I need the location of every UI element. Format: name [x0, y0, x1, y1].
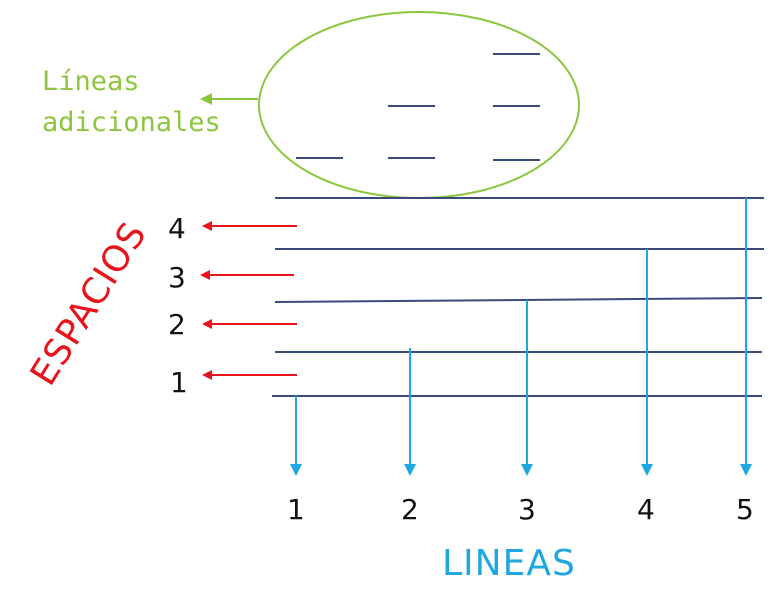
lines-title: LINEAS — [442, 543, 576, 584]
line-number-1: 1 — [287, 493, 305, 526]
ledger-label-line2: adicionales — [42, 107, 221, 138]
spaces-title: ESPACIOS — [23, 215, 155, 393]
space-number-1: 1 — [170, 366, 188, 399]
line-number-3: 3 — [518, 493, 536, 526]
space-number-4: 4 — [168, 212, 186, 245]
line-arrows — [290, 198, 752, 476]
space-number-2: 2 — [168, 308, 186, 341]
space-numbers: 4 3 2 1 — [168, 212, 188, 399]
ledger-lines-group: Líneas adicionales — [42, 11, 580, 199]
staff-line-3 — [274, 297, 763, 303]
line-numbers: 1 2 3 4 5 — [287, 493, 754, 526]
line-number-4: 4 — [637, 493, 655, 526]
line-number-2: 2 — [401, 493, 419, 526]
staff-lines — [272, 197, 764, 397]
space-number-3: 3 — [168, 261, 186, 294]
space-arrows — [200, 221, 297, 380]
ledger-label-line1: Líneas — [42, 66, 140, 97]
line-number-5: 5 — [736, 493, 754, 526]
